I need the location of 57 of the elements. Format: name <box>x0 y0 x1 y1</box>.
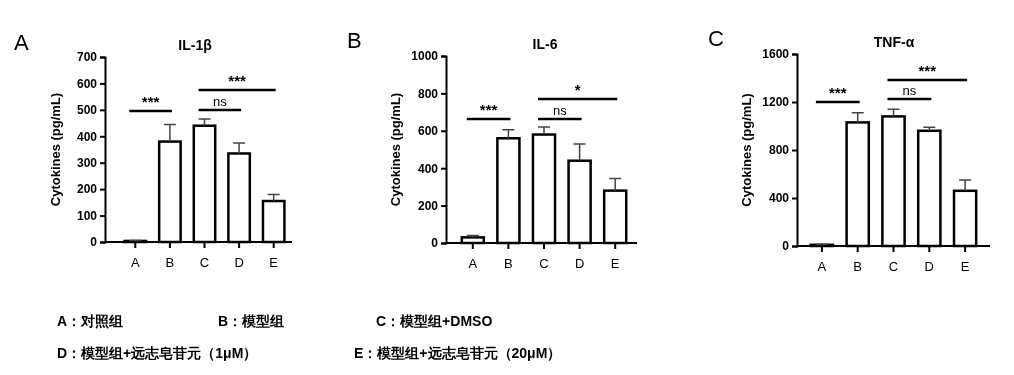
text: B <box>347 28 362 53</box>
x-tick-label: D <box>574 255 585 271</box>
y-tick-label: 400 <box>417 161 439 176</box>
annotation: ns <box>902 83 917 98</box>
y-tick-label: 100 <box>76 208 98 223</box>
y-tick-label: 1200 <box>762 95 790 110</box>
x-tick-label: A <box>817 258 827 274</box>
text: C <box>708 26 724 51</box>
x-tick-label: C <box>199 254 210 270</box>
text: E：模型组+远志皂苷元（20μM） <box>354 345 562 361</box>
y-tick-label: 0 <box>431 236 439 251</box>
annotation: *** <box>479 101 498 118</box>
y-tick-label: 0 <box>90 235 98 250</box>
y-tick-label: 500 <box>76 103 98 118</box>
y-tick-label: 300 <box>76 156 98 171</box>
text: C：模型组+DMSO <box>376 313 493 329</box>
x-tick-label: E <box>960 258 970 274</box>
y-tick-label: 0 <box>782 239 790 254</box>
chart-title: IL-6 <box>532 36 558 52</box>
text: B：模型组 <box>218 313 285 329</box>
annotation: *** <box>918 62 937 79</box>
x-tick-label: E <box>269 254 279 270</box>
text: D：模型组+远志皂苷元（1μM） <box>57 345 258 361</box>
y-tick-label: 1000 <box>411 49 439 64</box>
annotation: *** <box>829 84 847 101</box>
chart-title: TNF-α <box>873 34 915 50</box>
y-tick-label: 400 <box>76 129 98 144</box>
text: A：对照组 <box>57 313 124 329</box>
x-tick-label: A <box>468 255 478 271</box>
x-tick-label: E <box>610 255 620 271</box>
annotation: ns <box>552 103 568 118</box>
text: A <box>14 30 29 55</box>
y-tick-label: 1600 <box>762 47 790 62</box>
y-axis-title: Cytokines (pg/mL) <box>388 92 403 207</box>
y-tick-label: 800 <box>417 86 439 101</box>
annotation: *** <box>228 72 247 89</box>
y-tick-label: 700 <box>76 50 98 65</box>
y-tick-label: 800 <box>768 143 790 158</box>
x-tick-label: B <box>504 255 513 271</box>
annotation: *** <box>141 93 160 110</box>
y-axis-title: Cytokines (pg/mL) <box>48 92 63 207</box>
annotation: ns <box>212 94 228 109</box>
x-tick-label: B <box>853 258 863 274</box>
chart-title: IL-1β <box>178 37 213 53</box>
x-tick-label: C <box>539 255 549 271</box>
x-tick-label: B <box>165 254 175 270</box>
y-tick-label: 600 <box>76 76 98 91</box>
y-tick-label: 600 <box>417 124 439 139</box>
y-axis-title: Cytokines (pg/mL) <box>739 93 754 207</box>
x-tick-label: D <box>924 258 934 274</box>
y-tick-label: 200 <box>417 198 439 213</box>
annotation: * <box>574 81 581 98</box>
x-tick-label: D <box>234 254 244 270</box>
y-tick-label: 400 <box>768 191 790 206</box>
y-tick-label: 200 <box>76 182 98 197</box>
x-tick-label: C <box>888 258 899 274</box>
x-tick-label: A <box>130 254 140 270</box>
